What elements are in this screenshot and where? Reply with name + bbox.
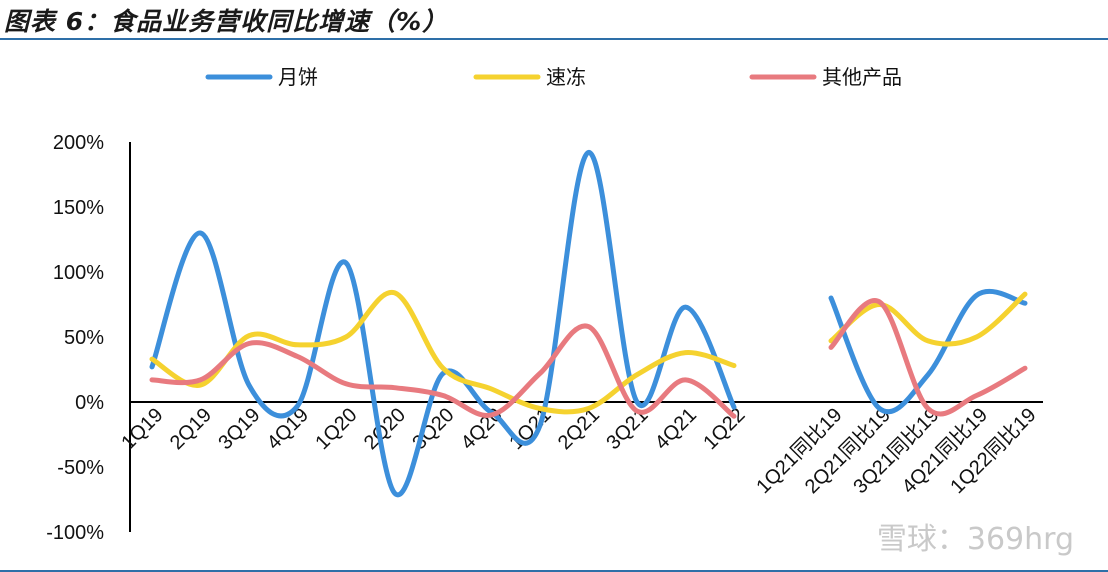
data-point xyxy=(974,393,979,398)
data-point xyxy=(683,350,688,355)
data-point xyxy=(974,293,979,298)
y-tick-label: 200% xyxy=(53,132,104,154)
data-point xyxy=(392,290,397,295)
legend-label-1: 速冻 xyxy=(546,65,586,89)
data-point xyxy=(635,409,640,414)
data-point xyxy=(1023,292,1028,297)
data-point xyxy=(877,406,882,411)
data-point xyxy=(344,381,349,386)
watermark: 雪球：369hrg xyxy=(876,522,1074,557)
data-point xyxy=(198,383,203,388)
data-point xyxy=(732,405,737,410)
data-point xyxy=(150,377,155,382)
title-rule xyxy=(0,38,1108,40)
y-axis: -100% -50% 0% 50% 100% 150% 200% xyxy=(46,132,131,544)
x-tick-label: 1Q20 xyxy=(311,404,361,454)
y-tick-label: 100% xyxy=(53,262,104,284)
data-point xyxy=(441,393,446,398)
data-point xyxy=(586,150,591,155)
bottom-rule xyxy=(0,570,1108,572)
page-title: 图表 6：食品业务营收同比增速（%） xyxy=(4,7,449,36)
y-tick-label: 0% xyxy=(75,392,104,414)
data-point xyxy=(295,403,300,408)
data-point xyxy=(683,305,688,310)
x-tick-label: 4Q21 xyxy=(651,404,701,454)
series-line-1-1 xyxy=(828,291,1028,347)
data-point xyxy=(538,371,543,376)
data-point xyxy=(392,385,397,390)
data-point xyxy=(538,423,543,428)
data-point xyxy=(1023,301,1028,306)
data-point xyxy=(926,406,931,411)
data-point xyxy=(926,338,931,343)
data-point xyxy=(150,357,155,362)
data-point xyxy=(247,341,252,346)
data-point xyxy=(926,372,931,377)
series-0 xyxy=(149,149,1028,498)
data-point xyxy=(295,342,300,347)
series-line-0-0 xyxy=(149,149,737,498)
data-point xyxy=(635,372,640,377)
series-1 xyxy=(149,290,1028,415)
data-point xyxy=(295,354,300,359)
data-point xyxy=(586,406,591,411)
line-chart: 月饼 速冻 其他产品 -100% -50% 0% 50% 100% 150% 200% 1Q19… xyxy=(46,65,1043,544)
data-point xyxy=(732,363,737,368)
data-point xyxy=(441,366,446,371)
data-point xyxy=(392,491,397,496)
legend: 月饼 速冻 其他产品 xyxy=(205,65,902,89)
data-point xyxy=(974,335,979,340)
series-group xyxy=(149,149,1028,498)
legend-label-0: 月饼 xyxy=(278,65,318,89)
data-point xyxy=(150,364,155,369)
series-line-1-0 xyxy=(149,290,737,415)
series-line-2-1 xyxy=(828,298,1028,417)
y-tick-label: 50% xyxy=(64,327,104,349)
data-point xyxy=(489,413,494,418)
data-point xyxy=(198,377,203,382)
x-tick-label: 2Q19 xyxy=(166,404,216,454)
data-point xyxy=(877,299,882,304)
data-point xyxy=(732,414,737,419)
x-tick-label: 3Q19 xyxy=(214,404,264,454)
data-point xyxy=(1023,366,1028,371)
data-point xyxy=(635,400,640,405)
data-point xyxy=(247,383,252,388)
data-point xyxy=(344,335,349,340)
data-point xyxy=(198,231,203,236)
y-tick-label: -100% xyxy=(46,522,104,544)
y-tick-label: 150% xyxy=(53,197,104,219)
y-tick-label: -50% xyxy=(57,457,104,479)
data-point xyxy=(829,296,834,301)
data-point xyxy=(344,260,349,265)
x-tick-label: 1Q22 xyxy=(699,404,749,454)
series-2 xyxy=(149,298,1028,419)
series-line-0-1 xyxy=(828,288,1028,415)
series-line-2-0 xyxy=(149,323,737,419)
x-tick-label: 1Q19 xyxy=(117,404,167,454)
data-point xyxy=(683,377,688,382)
data-point xyxy=(489,387,494,392)
data-point xyxy=(247,333,252,338)
data-point xyxy=(829,345,834,350)
x-tick-label: 2Q20 xyxy=(360,404,410,454)
data-point xyxy=(586,324,591,329)
legend-label-2: 其他产品 xyxy=(822,65,902,89)
data-point xyxy=(538,406,543,411)
x-axis: 1Q192Q193Q194Q191Q202Q203Q204Q201Q212Q21… xyxy=(117,401,1043,498)
